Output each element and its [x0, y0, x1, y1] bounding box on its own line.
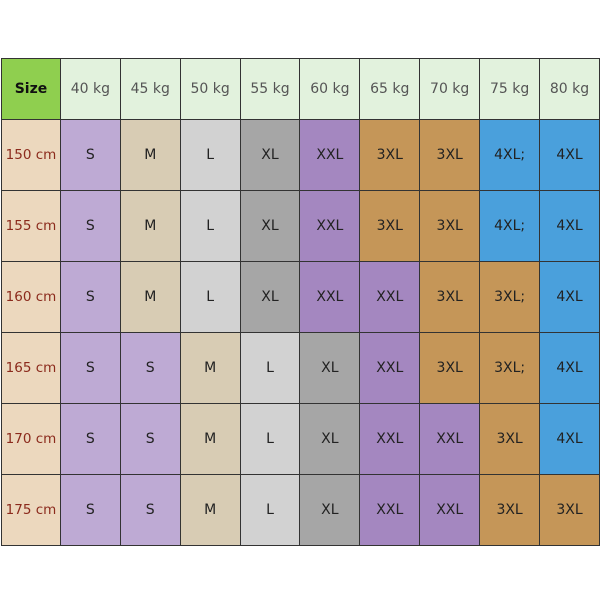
size-cell: XL	[299, 403, 361, 475]
size-cell: S	[59, 474, 121, 546]
size-chart-body: Size 40 kg 45 kg 50 kg 55 kg 60 kg 65 kg 70 kg 7…	[1, 58, 600, 546]
corner-size-label: Size	[1, 58, 61, 120]
size-cell: XXL	[419, 474, 481, 546]
size-cell: XXL	[359, 474, 421, 546]
size-cell: XXL	[299, 261, 361, 333]
size-cell: 3XL	[359, 119, 421, 191]
weight-header-cell: 55 kg	[239, 58, 301, 120]
weight-header-cell: 70 kg	[419, 58, 481, 120]
size-cell: 3XL	[539, 474, 600, 546]
size-cell: 3XL	[359, 190, 421, 262]
size-cell: 3XL;	[479, 261, 541, 333]
size-cell: L	[239, 474, 301, 546]
size-cell: S	[59, 119, 121, 191]
size-cell: 4XL;	[479, 190, 541, 262]
size-cell: M	[179, 403, 241, 475]
weight-header-cell: 65 kg	[359, 58, 421, 120]
weight-header-cell: 40 kg	[59, 58, 121, 120]
weight-header-cell: 45 kg	[119, 58, 181, 120]
size-cell: 3XL	[419, 261, 481, 333]
size-chart-table: Size 40 kg 45 kg 50 kg 55 kg 60 kg 65 kg 70 kg 7…	[1, 58, 600, 546]
height-header-cell: 155 cm	[1, 190, 61, 262]
size-cell: S	[59, 261, 121, 333]
weight-header-row: Size 40 kg 45 kg 50 kg 55 kg 60 kg 65 kg 70 kg 7…	[1, 58, 600, 120]
table-row: 155 cm S M L XL XXL 3XL 3XL 4XL; 4XL	[1, 190, 600, 262]
size-cell: 4XL	[539, 119, 600, 191]
size-cell: 3XL	[479, 474, 541, 546]
size-cell: 4XL	[539, 190, 600, 262]
weight-header-cell: 80 kg	[539, 58, 600, 120]
height-header-cell: 160 cm	[1, 261, 61, 333]
height-header-cell: 165 cm	[1, 332, 61, 404]
size-cell: 3XL	[479, 403, 541, 475]
weight-header-cell: 75 kg	[479, 58, 541, 120]
size-cell: S	[119, 474, 181, 546]
size-cell: XXL	[359, 403, 421, 475]
size-cell: L	[179, 190, 241, 262]
size-cell: 4XL;	[479, 119, 541, 191]
size-cell: XL	[299, 474, 361, 546]
height-header-cell: 150 cm	[1, 119, 61, 191]
size-cell: 3XL	[419, 190, 481, 262]
height-header-cell: 175 cm	[1, 474, 61, 546]
size-cell: S	[59, 190, 121, 262]
table-row: 170 cm S S M L XL XXL XXL 3XL 4XL	[1, 403, 600, 475]
size-cell: 3XL	[419, 332, 481, 404]
table-row: 165 cm S S M L XL XXL 3XL 3XL; 4XL	[1, 332, 600, 404]
size-cell: S	[119, 403, 181, 475]
size-cell: S	[59, 332, 121, 404]
size-cell: L	[179, 261, 241, 333]
size-cell: S	[119, 332, 181, 404]
size-cell: XXL	[419, 403, 481, 475]
table-row: 175 cm S S M L XL XXL XXL 3XL 3XL	[1, 474, 600, 546]
size-cell: XL	[299, 332, 361, 404]
size-cell: XXL	[299, 190, 361, 262]
height-header-cell: 170 cm	[1, 403, 61, 475]
size-cell: M	[119, 190, 181, 262]
table-row: 150 cm S M L XL XXL 3XL 3XL 4XL; 4XL	[1, 119, 600, 191]
size-cell: 4XL	[539, 261, 600, 333]
size-cell: XL	[239, 261, 301, 333]
size-cell: 4XL	[539, 403, 600, 475]
weight-header-cell: 60 kg	[299, 58, 361, 120]
size-cell: XXL	[299, 119, 361, 191]
size-cell: XXL	[359, 261, 421, 333]
size-cell: M	[179, 474, 241, 546]
size-cell: L	[239, 403, 301, 475]
size-cell: 4XL	[539, 332, 600, 404]
size-cell: M	[119, 119, 181, 191]
size-cell: XXL	[359, 332, 421, 404]
size-cell: 3XL	[419, 119, 481, 191]
size-cell: XL	[239, 119, 301, 191]
size-cell: M	[119, 261, 181, 333]
size-cell: L	[179, 119, 241, 191]
size-cell: M	[179, 332, 241, 404]
table-row: 160 cm S M L XL XXL XXL 3XL 3XL; 4XL	[1, 261, 600, 333]
size-cell: S	[59, 403, 121, 475]
size-cell: XL	[239, 190, 301, 262]
weight-header-cell: 50 kg	[179, 58, 241, 120]
size-cell: 3XL;	[479, 332, 541, 404]
size-cell: L	[239, 332, 301, 404]
